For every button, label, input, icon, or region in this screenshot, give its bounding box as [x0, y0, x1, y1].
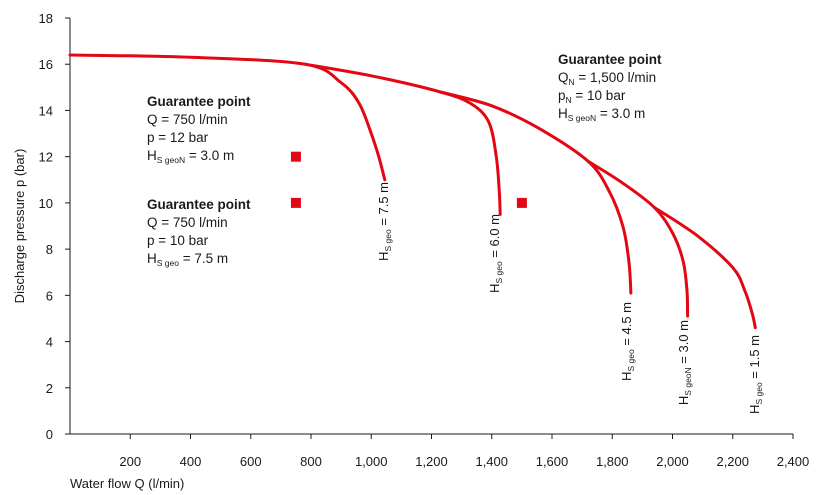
curve-labels: HS geo = 7.5 m HS geo = 6.0 m HS geo = 4… [376, 182, 764, 414]
annotation-title: Guarantee point [558, 52, 662, 67]
annotation-main: H [147, 251, 157, 266]
curve-label-tail: = 7.5 m [376, 182, 391, 229]
curve-label-main: H [747, 405, 762, 414]
annotation-sub: N [569, 77, 575, 87]
annotation-guarantee-point-2: Guarantee point Q = 750 l/min p = 10 bar… [147, 197, 251, 268]
annotation-tail: = 3.0 m [596, 106, 645, 121]
curve-label-hs-geo-6-0: HS geo = 6.0 m [487, 214, 504, 293]
x-tick-label: 1,400 [475, 454, 508, 469]
y-tick-label: 8 [46, 242, 53, 257]
curve-label-sub: S geo [494, 261, 504, 283]
annotation-line: p = 10 bar [147, 233, 209, 248]
series-line-hs-geo-6-0 [303, 62, 502, 216]
annotation-main: Q [558, 70, 569, 85]
annotation-line: Q = 750 l/min [147, 112, 228, 127]
guarantee-point-marker [290, 197, 301, 208]
annotation-main: p [558, 88, 566, 103]
y-ticks: 0 2 4 6 8 10 12 14 16 18 [39, 11, 70, 442]
annotation-line: HS geoN = 3.0 m [147, 148, 234, 165]
annotation-line: HS geo = 7.5 m [147, 251, 228, 268]
series-line-hs-geon-3-0 [586, 159, 690, 318]
annotation-line: QN = 1,500 l/min [558, 70, 656, 87]
annotation-line: p = 12 bar [147, 130, 209, 145]
guarantee-point-marker [516, 197, 527, 208]
y-tick-label: 12 [39, 150, 53, 165]
series-line-hs-geo-1-5 [652, 206, 757, 330]
series-line-hs-geo-4-5 [439, 90, 633, 295]
series-line-hs-geo-7-5 [68, 53, 387, 182]
guarantee-point-marker [290, 151, 301, 162]
curve-label-sub: S geo [383, 229, 393, 251]
annotation-guarantee-point-3: Guarantee point QN = 1,500 l/min pN = 10… [558, 52, 662, 123]
curve-label-main: H [376, 252, 391, 261]
annotation-sub: S geoN [568, 113, 596, 123]
y-tick-label: 4 [46, 335, 53, 350]
annotation-sub: S geoN [157, 155, 185, 165]
y-tick-label: 18 [39, 11, 53, 26]
curve-label-hs-geon-3-0: HS geoN = 3.0 m [676, 320, 693, 405]
annotation-tail: = 1,500 l/min [575, 70, 656, 85]
curve-label-hs-geo-4-5: HS geo = 4.5 m [619, 302, 636, 381]
x-tick-label: 600 [240, 454, 262, 469]
curve-label-hs-geo-1-5: HS geo = 1.5 m [747, 335, 764, 414]
annotation-guarantee-point-1: Guarantee point Q = 750 l/min p = 12 bar… [147, 94, 251, 165]
annotation-sub: N [566, 95, 572, 105]
y-tick-label: 16 [39, 57, 53, 72]
curve-label-main: H [676, 396, 691, 405]
y-tick-label: 2 [46, 381, 53, 396]
annotation-line: Q = 750 l/min [147, 215, 228, 230]
curve-label-tail: = 4.5 m [619, 302, 634, 349]
x-tick-label: 2,400 [777, 454, 810, 469]
annotation-title: Guarantee point [147, 94, 251, 109]
x-tick-label: 1,800 [596, 454, 629, 469]
curve-label-main: H [487, 284, 502, 293]
y-axis-title: Discharge pressure p (bar) [12, 149, 27, 304]
x-ticks: 200 400 600 800 1,000 1,200 1,400 1,600 1,800 2,0… [119, 434, 809, 469]
annotation-tail: = 10 bar [572, 88, 626, 103]
annotation-title: Guarantee point [147, 197, 251, 212]
annotation-line: HS geoN = 3.0 m [558, 106, 645, 123]
guarantee-markers [290, 151, 527, 208]
curve-label-sub: S geo [626, 349, 636, 371]
annotation-main: H [147, 148, 157, 163]
curve-label-sub: S geo [754, 382, 764, 404]
curve-label-sub: S geoN [683, 367, 693, 395]
x-tick-label: 800 [300, 454, 322, 469]
x-tick-label: 200 [119, 454, 141, 469]
x-tick-label: 1,200 [415, 454, 448, 469]
y-tick-label: 0 [46, 427, 53, 442]
x-tick-label: 1,600 [536, 454, 569, 469]
series-curves [68, 53, 757, 330]
x-tick-label: 2,000 [656, 454, 689, 469]
curve-label-main: H [619, 372, 634, 381]
x-tick-label: 2,200 [716, 454, 749, 469]
annotation-sub: S geo [157, 258, 179, 268]
curve-label-tail: = 3.0 m [676, 320, 691, 367]
annotation-line: pN = 10 bar [558, 88, 626, 105]
y-tick-label: 6 [46, 288, 53, 303]
annotation-tail: = 3.0 m [185, 148, 234, 163]
y-tick-label: 14 [39, 103, 53, 118]
annotation-tail: = 7.5 m [179, 251, 228, 266]
x-tick-label: 400 [180, 454, 202, 469]
x-tick-label: 1,000 [355, 454, 388, 469]
annotation-main: H [558, 106, 568, 121]
curve-label-tail: = 6.0 m [487, 214, 502, 261]
x-axis-title: Water flow Q (l/min) [70, 476, 184, 491]
curve-label-hs-geo-7-5: HS geo = 7.5 m [376, 182, 393, 261]
curve-label-tail: = 1.5 m [747, 335, 762, 382]
y-tick-label: 10 [39, 196, 53, 211]
